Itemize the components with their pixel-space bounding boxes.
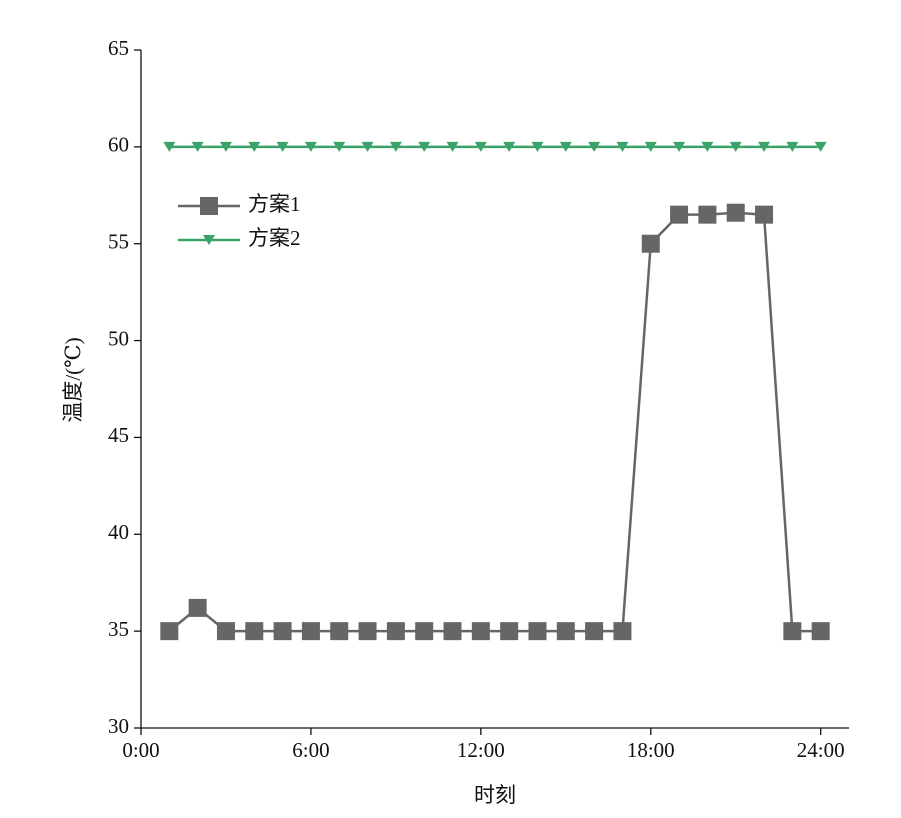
- data-point: [755, 205, 774, 224]
- data-point: [474, 141, 487, 152]
- y-tick-label: 50: [108, 326, 129, 350]
- data-point: [729, 141, 742, 152]
- data-point: [216, 622, 235, 641]
- data-point: [188, 598, 207, 617]
- legend-marker: [203, 235, 215, 245]
- data-point: [276, 141, 289, 152]
- data-point: [389, 141, 402, 152]
- data-point: [500, 622, 519, 641]
- data-point: [528, 622, 547, 641]
- x-tick-label: 24:00: [797, 738, 845, 762]
- x-tick-label: 18:00: [627, 738, 675, 762]
- data-point: [783, 622, 802, 641]
- data-point: [443, 622, 462, 641]
- data-point: [163, 141, 176, 152]
- data-point: [701, 141, 714, 152]
- data-point: [698, 205, 717, 224]
- legend-label: 方案2: [248, 226, 301, 250]
- x-axis-label: 时刻: [474, 783, 516, 807]
- y-tick-label: 55: [108, 230, 129, 254]
- y-axis-label: 温度/(℃): [61, 337, 85, 422]
- y-tick-label: 60: [108, 133, 129, 157]
- data-point: [361, 141, 374, 152]
- data-point: [418, 141, 431, 152]
- data-point: [191, 141, 204, 152]
- data-point: [273, 622, 292, 641]
- x-tick-label: 6:00: [292, 738, 329, 762]
- data-point: [219, 141, 232, 152]
- data-point: [503, 141, 516, 152]
- y-tick-label: 35: [108, 617, 129, 641]
- data-point: [616, 141, 629, 152]
- data-point: [556, 622, 575, 641]
- data-point: [814, 141, 827, 152]
- data-point: [160, 622, 179, 641]
- data-point: [358, 622, 377, 641]
- data-point: [673, 141, 686, 152]
- series-line: [168, 211, 821, 633]
- data-point: [304, 141, 317, 152]
- data-point: [588, 141, 601, 152]
- data-point: [301, 622, 320, 641]
- data-point: [245, 622, 264, 641]
- x-tick-label: 12:00: [457, 738, 505, 762]
- data-point: [471, 622, 490, 641]
- data-point: [333, 141, 346, 152]
- x-tick-label: 0:00: [122, 738, 159, 762]
- data-point: [531, 141, 544, 152]
- data-point: [641, 234, 660, 253]
- data-point: [559, 141, 572, 152]
- data-point: [644, 141, 657, 152]
- data-point: [670, 205, 689, 224]
- data-point: [386, 622, 405, 641]
- data-point: [330, 622, 349, 641]
- legend-marker: [200, 197, 218, 215]
- data-point: [786, 141, 799, 152]
- data-point: [415, 622, 434, 641]
- y-tick-label: 40: [108, 520, 129, 544]
- data-point: [446, 141, 459, 152]
- y-tick-label: 65: [108, 36, 129, 60]
- y-tick-label: 45: [108, 423, 129, 447]
- data-point: [811, 622, 830, 641]
- data-point: [613, 622, 632, 641]
- data-point: [248, 141, 261, 152]
- legend-label: 方案1: [248, 192, 301, 216]
- y-tick-label: 30: [108, 714, 129, 738]
- data-point: [585, 622, 604, 641]
- data-point: [758, 141, 771, 152]
- data-point: [726, 203, 745, 222]
